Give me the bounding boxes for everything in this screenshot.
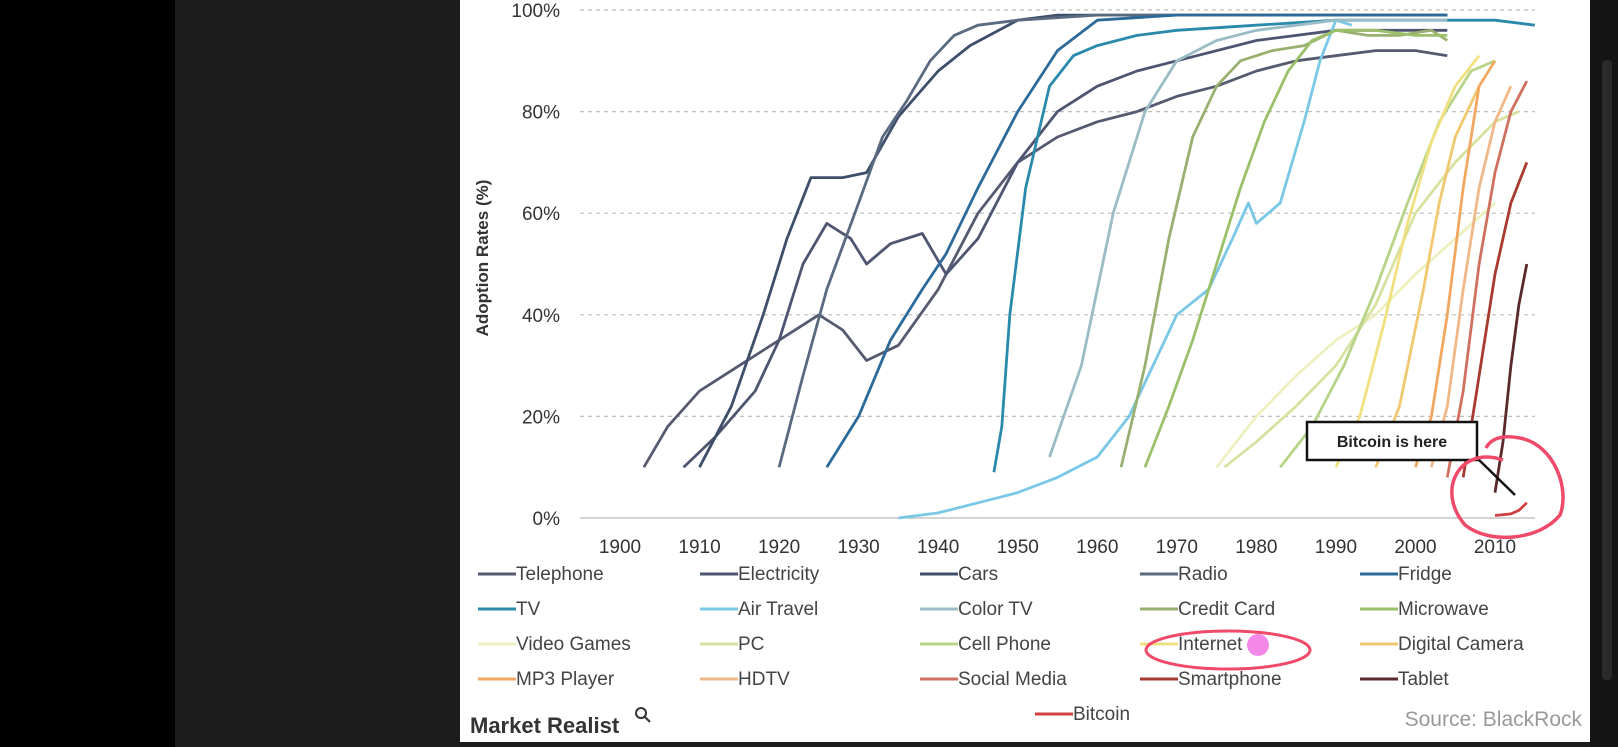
legend-label-telephone: Telephone <box>516 564 604 585</box>
x-tick-label: 1940 <box>917 537 959 558</box>
legend-label-tablet: Tablet <box>1398 669 1449 690</box>
internet-highlight <box>1144 629 1312 671</box>
legend-label-cars: Cars <box>958 564 998 585</box>
legend-label-electricity: Electricity <box>738 564 820 585</box>
x-tick-label: 1900 <box>599 537 641 558</box>
right-edge-bar <box>1590 0 1618 747</box>
x-tick-label: 1950 <box>997 537 1039 558</box>
series-line-microwave <box>1143 28 1448 468</box>
legend-label-social-media: Social Media <box>958 669 1067 690</box>
x-tick-label: 1980 <box>1235 537 1277 558</box>
y-tick-label: 20% <box>522 407 560 428</box>
legend-label-hdtv: HDTV <box>738 669 790 690</box>
series-line-social-media <box>1445 80 1529 478</box>
legend-label-air-travel: Air Travel <box>738 599 818 620</box>
x-tick-label: 1960 <box>1076 537 1118 558</box>
series-line-fridge <box>825 13 1448 468</box>
annotation-group: Bitcoin is here <box>1305 420 1565 539</box>
series-line-video-games <box>1215 201 1496 469</box>
legend-label-radio: Radio <box>1178 564 1228 585</box>
annotation-box <box>1305 420 1479 462</box>
hand-drawn-circle <box>1450 435 1565 539</box>
x-tick-label: 1990 <box>1315 537 1357 558</box>
x-tick-label: 1970 <box>1156 537 1198 558</box>
adoption-rates-chart: 0% 20% 40% 60% 80% 100% 1900 1910 1920 1930 1940 19… <box>470 1 1583 738</box>
brand-label: Market Realist <box>470 713 620 738</box>
legend-label-fridge: Fridge <box>1398 564 1452 585</box>
series-line-air-travel <box>898 18 1353 520</box>
y-tick-label: 100% <box>511 1 560 22</box>
y-tick-label: 40% <box>522 306 560 327</box>
series-line-smartphone <box>1461 161 1529 478</box>
legend-label-tv: TV <box>516 599 541 620</box>
internet-circle <box>1144 629 1312 671</box>
x-tick-label: 1930 <box>837 537 879 558</box>
annotation-arrow <box>1476 457 1516 496</box>
grid-layer <box>580 9 1535 417</box>
source-label: Source: BlackRock <box>1405 708 1583 731</box>
legend-label-smartphone: Smartphone <box>1178 669 1282 690</box>
series-layer <box>642 13 1535 520</box>
series-line-credit-card <box>1119 28 1449 468</box>
series-line-telephone <box>642 49 1448 468</box>
annotation-text: Bitcoin is here <box>1337 434 1447 451</box>
series-line-color-tv <box>1048 18 1448 458</box>
legend-label-digital-camera: Digital Camera <box>1398 634 1524 655</box>
y-tick-label: 80% <box>522 103 560 124</box>
y-tick-label: 0% <box>533 509 561 530</box>
x-tick-label: 2010 <box>1474 537 1516 558</box>
legend-label-pc: PC <box>738 634 764 655</box>
series-line-digital-camera <box>1374 85 1481 468</box>
legend-label-internet: Internet <box>1178 634 1243 655</box>
x-tick-label: 1910 <box>678 537 720 558</box>
legend: Telephone Electricity Cars Radio Fridge TV Air… <box>478 564 1524 725</box>
x-tick-label: 1920 <box>758 537 800 558</box>
series-line-hdtv <box>1430 85 1513 468</box>
legend-label-credit-card: Credit Card <box>1178 599 1275 620</box>
series-line-internet <box>1334 54 1481 468</box>
series-line-cars <box>698 13 1448 468</box>
cursor-dot <box>1247 634 1269 656</box>
legend-label-cell-phone: Cell Phone <box>958 634 1051 655</box>
legend-label-color-tv: Color TV <box>958 599 1033 620</box>
series-line-pc <box>1223 110 1520 469</box>
chart-panel: 0% 20% 40% 60% 80% 100% 1900 1910 1920 1930 1940 19… <box>460 0 1590 742</box>
series-line-radio <box>777 13 1448 468</box>
series-line-cell-phone <box>1279 59 1496 469</box>
legend-label-bitcoin: Bitcoin <box>1073 704 1130 725</box>
axis-layer: 0% 20% 40% 60% 80% 100% 1900 1910 1920 1930 1940 19… <box>511 1 1535 558</box>
legend-label-microwave: Microwave <box>1398 599 1489 620</box>
left-black-bar <box>0 0 175 747</box>
legend-label-video-games: Video Games <box>516 634 631 655</box>
x-tick-label: 2000 <box>1394 537 1436 558</box>
y-tick-label: 60% <box>522 204 560 225</box>
series-line-bitcoin <box>1494 501 1528 517</box>
series-line-electricity <box>682 28 1448 469</box>
legend-label-mp3-player: MP3 Player <box>516 669 615 690</box>
magnifier-icon <box>635 707 651 723</box>
right-edge-strip <box>1602 60 1612 680</box>
y-axis-label: Adoption Rates (%) <box>473 180 492 337</box>
